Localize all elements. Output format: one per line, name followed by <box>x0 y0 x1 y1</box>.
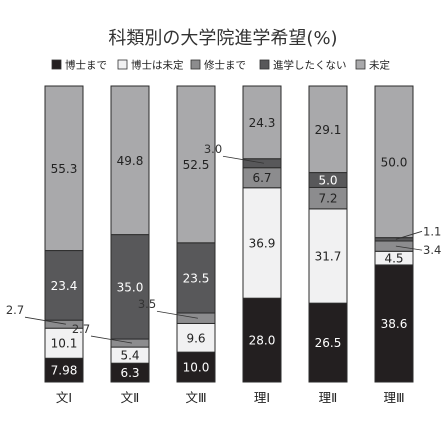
bar-segment-0-4 <box>44 85 84 252</box>
data-label-0-1: 10.1 <box>51 337 78 351</box>
bar-segment-5-2 <box>374 240 414 252</box>
data-label-2-1: 9.6 <box>186 331 205 345</box>
category-label-4: 理Ⅱ <box>319 390 338 405</box>
callout-line-0 <box>24 316 66 325</box>
legend-label-4: 未定 <box>369 59 390 72</box>
data-label-5-1: 4.5 <box>384 252 403 266</box>
bar-segment-3-0 <box>242 297 282 383</box>
data-label-3-4: 24.3 <box>249 116 276 130</box>
callout-line-3 <box>222 155 264 164</box>
category-label-0: 文Ⅰ <box>56 390 72 405</box>
category-label-2: 文Ⅲ <box>185 390 206 405</box>
data-label-3-2: 6.7 <box>252 171 271 185</box>
legend-swatch-2 <box>190 59 201 70</box>
bar-segment-0-1 <box>44 327 84 359</box>
data-label-4-4: 29.1 <box>315 123 342 137</box>
callout-label-1: 2.7 <box>72 322 90 336</box>
callout-line-1 <box>90 335 132 344</box>
data-label-5-4: 50.0 <box>381 155 408 169</box>
chart-title: 科類別の大学院進学希望(%) <box>108 28 337 49</box>
category-label-5: 理Ⅲ <box>383 390 404 405</box>
data-label-0-4: 55.3 <box>51 162 78 176</box>
callout-line-2 <box>156 310 198 319</box>
data-label-0-0: 7.98 <box>51 364 78 378</box>
bar-segment-4-4 <box>308 85 348 174</box>
legend-label-0: 博士まで <box>65 59 107 72</box>
legend-label-2: 修士まで <box>204 59 246 72</box>
callout-line-4 <box>395 230 423 240</box>
data-label-4-3: 5.0 <box>318 174 337 188</box>
bar-segment-1-3 <box>110 234 150 340</box>
bar-segment-3-1 <box>242 187 282 299</box>
data-label-0-3: 23.4 <box>51 279 78 293</box>
legend: 博士まで 博士は未定 修士まで 進学したくない 未定 <box>51 59 390 72</box>
bar-segment-2-4 <box>176 85 216 244</box>
callout-label-4: 1.1 <box>423 224 441 238</box>
data-label-2-0: 10.0 <box>183 361 210 375</box>
legend-swatch-0 <box>51 59 62 70</box>
bar-segment-5-3 <box>374 237 414 242</box>
category-label-3: 理Ⅰ <box>254 390 270 405</box>
data-label-1-4: 49.8 <box>117 154 144 168</box>
data-label-1-1: 5.4 <box>120 349 139 363</box>
callout-label-3: 3.0 <box>204 142 222 156</box>
data-label-2-3: 23.5 <box>183 271 210 285</box>
bar-segment-4-1 <box>308 208 348 304</box>
data-label-3-1: 36.9 <box>249 236 276 250</box>
legend-swatch-4 <box>355 59 366 70</box>
bar-segment-3-4 <box>242 85 282 160</box>
data-label-1-3: 35.0 <box>117 280 144 294</box>
bar-segment-5-4 <box>374 85 414 239</box>
callout-label-5: 3.4 <box>423 243 441 257</box>
bar-segment-1-4 <box>110 85 150 236</box>
bars: 7.98 10.1 23.4 55.3 6.3 5.4 35.0 49.8 10.0 9.6 23.… <box>44 85 414 383</box>
data-label-1-0: 6.3 <box>120 366 139 380</box>
category-label-1: 文Ⅱ <box>121 390 140 405</box>
bar-segment-2-3 <box>176 242 216 314</box>
callout-label-2: 3.5 <box>138 297 156 311</box>
legend-swatch-1 <box>117 59 128 70</box>
data-label-4-2: 7.2 <box>318 192 337 206</box>
callouts: 2.7 2.7 3.5 3.0 1.1 3.4 <box>6 142 441 344</box>
legend-label-3: 進学したくない <box>273 59 347 72</box>
callout-label-0: 2.7 <box>6 303 24 317</box>
data-label-4-0: 26.5 <box>315 336 342 350</box>
legend-label-1: 博士は未定 <box>131 59 184 72</box>
legend-swatch-3 <box>259 59 270 70</box>
data-label-2-4: 52.5 <box>183 158 210 172</box>
category-labels: 文Ⅰ 文Ⅱ 文Ⅲ 理Ⅰ 理Ⅱ 理Ⅲ <box>56 390 405 405</box>
bar-segment-0-3 <box>44 250 84 321</box>
data-label-4-1: 31.7 <box>315 250 342 264</box>
data-label-3-0: 28.0 <box>249 334 276 348</box>
data-label-5-0: 38.6 <box>381 317 408 331</box>
bar-segment-2-1 <box>176 322 216 353</box>
callout-line-5 <box>395 245 423 251</box>
